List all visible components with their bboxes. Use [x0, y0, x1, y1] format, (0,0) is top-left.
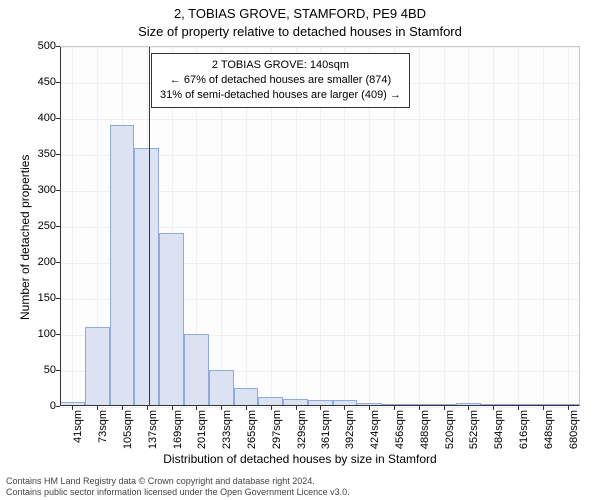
gridline-v [493, 47, 494, 406]
page-title: 2, TOBIAS GROVE, STAMFORD, PE9 4BD [0, 6, 600, 21]
histogram-bar [234, 388, 259, 406]
y-tick-label: 250 [16, 220, 56, 232]
y-tick-label: 150 [16, 292, 56, 304]
gridline-v [72, 47, 73, 406]
gridline-v [468, 47, 469, 406]
x-tick-label: 424sqm [369, 410, 381, 470]
gridline-v [444, 47, 445, 406]
footer-line-2: Contains public sector information licen… [6, 487, 350, 498]
histogram-bar [110, 125, 135, 406]
y-tick-mark [56, 298, 60, 299]
plot-area: 2 TOBIAS GROVE: 140sqm← 67% of detached … [60, 46, 580, 406]
x-tick-label: 265sqm [246, 410, 258, 470]
callout-line-2: ← 67% of detached houses are smaller (87… [160, 73, 401, 88]
x-tick-label: 392sqm [344, 410, 356, 470]
x-tick-label: 137sqm [147, 410, 159, 470]
histogram-bar [134, 148, 159, 406]
property-callout: 2 TOBIAS GROVE: 140sqm← 67% of detached … [151, 53, 410, 108]
y-tick-mark [56, 154, 60, 155]
y-tick-mark [56, 118, 60, 119]
footer-line-1: Contains HM Land Registry data © Crown c… [6, 476, 350, 487]
x-tick-label: 680sqm [568, 410, 580, 470]
y-tick-label: 450 [16, 76, 56, 88]
gridline-v [419, 47, 420, 406]
y-tick-mark [56, 370, 60, 371]
y-tick-label: 0 [16, 400, 56, 412]
y-tick-label: 400 [16, 112, 56, 124]
y-tick-mark [56, 406, 60, 407]
x-tick-label: 616sqm [518, 410, 530, 470]
y-tick-mark [56, 226, 60, 227]
x-tick-label: 520sqm [444, 410, 456, 470]
y-tick-mark [56, 334, 60, 335]
y-tick-label: 50 [16, 364, 56, 376]
y-tick-label: 300 [16, 184, 56, 196]
x-tick-label: 329sqm [296, 410, 308, 470]
y-tick-label: 200 [16, 256, 56, 268]
histogram-bar [159, 233, 184, 406]
x-tick-label: 105sqm [122, 410, 134, 470]
y-tick-label: 500 [16, 40, 56, 52]
x-tick-label: 456sqm [394, 410, 406, 470]
x-tick-label: 233sqm [221, 410, 233, 470]
gridline-v [568, 47, 569, 406]
x-tick-label: 361sqm [320, 410, 332, 470]
footer-attribution: Contains HM Land Registry data © Crown c… [6, 476, 350, 498]
x-tick-label: 41sqm [72, 410, 84, 470]
x-tick-label: 648sqm [543, 410, 555, 470]
y-tick-mark [56, 190, 60, 191]
y-tick-mark [56, 82, 60, 83]
chart-subtitle: Size of property relative to detached ho… [0, 24, 600, 39]
x-tick-label: 552sqm [468, 410, 480, 470]
callout-line-3: 31% of semi-detached houses are larger (… [160, 88, 401, 103]
gridline-v [543, 47, 544, 406]
y-tick-label: 100 [16, 328, 56, 340]
histogram-bar [85, 327, 110, 406]
property-marker-line [149, 47, 150, 406]
gridline-v [518, 47, 519, 406]
y-tick-mark [56, 262, 60, 263]
y-tick-mark [56, 46, 60, 47]
x-tick-label: 169sqm [172, 410, 184, 470]
histogram-bar [184, 334, 209, 406]
x-tick-label: 584sqm [493, 410, 505, 470]
x-tick-label: 201sqm [196, 410, 208, 470]
callout-line-1: 2 TOBIAS GROVE: 140sqm [160, 58, 401, 73]
x-tick-label: 297sqm [271, 410, 283, 470]
x-tick-label: 488sqm [419, 410, 431, 470]
histogram-bar [209, 370, 234, 406]
x-tick-label: 73sqm [97, 410, 109, 470]
chart-container: 2, TOBIAS GROVE, STAMFORD, PE9 4BD Size … [0, 0, 600, 500]
y-axis [60, 47, 61, 406]
y-tick-label: 350 [16, 148, 56, 160]
